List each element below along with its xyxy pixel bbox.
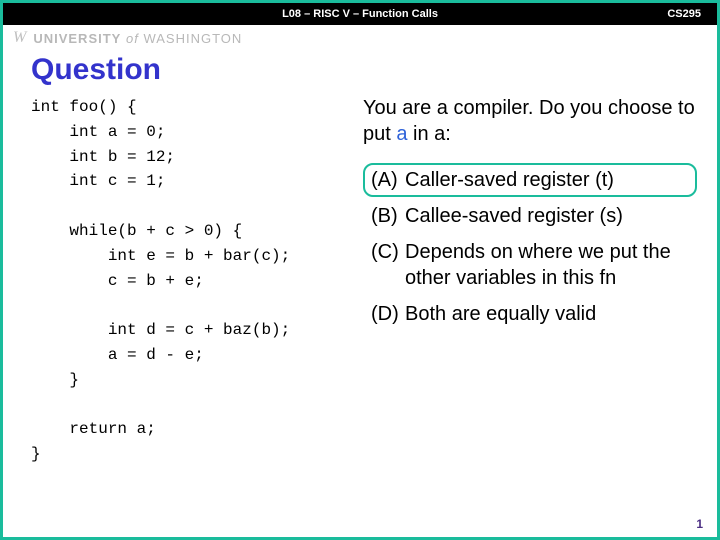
slide-title: Question bbox=[3, 49, 717, 95]
university-header: W UNIVERSITY of WASHINGTON bbox=[3, 25, 717, 49]
option-letter: (C) bbox=[371, 239, 405, 265]
prompt-variable: a bbox=[396, 123, 407, 145]
content-area: int foo() { int a = 0; int b = 12; int c… bbox=[3, 95, 717, 467]
option-text: Depends on where we put the other variab… bbox=[405, 239, 689, 291]
course-code: CS295 bbox=[667, 8, 701, 20]
option-text: Both are equally valid bbox=[405, 301, 689, 327]
option-a[interactable]: (A)Caller-saved register (t) bbox=[363, 163, 697, 197]
option-letter: (B) bbox=[371, 203, 405, 229]
top-bar: L08 – RISC V – Function Calls CS295 bbox=[3, 3, 717, 25]
prompt-post: in a: bbox=[407, 123, 450, 145]
uw-logo-icon: W bbox=[13, 29, 27, 47]
option-text: Caller-saved register (t) bbox=[405, 167, 689, 193]
question-column: You are a compiler. Do you choose to put… bbox=[351, 95, 697, 467]
option-c[interactable]: (C)Depends on where we put the other var… bbox=[363, 235, 697, 295]
option-d[interactable]: (D)Both are equally valid bbox=[363, 297, 697, 331]
slide-container: L08 – RISC V – Function Calls CS295 W UN… bbox=[0, 0, 720, 540]
option-letter: (D) bbox=[371, 301, 405, 327]
university-name: UNIVERSITY of WASHINGTON bbox=[33, 31, 242, 46]
options-list: (A)Caller-saved register (t)(B)Callee-sa… bbox=[363, 163, 697, 331]
lecture-title: L08 – RISC V – Function Calls bbox=[282, 8, 438, 20]
option-letter: (A) bbox=[371, 167, 405, 193]
page-number: 1 bbox=[696, 517, 703, 531]
option-text: Callee-saved register (s) bbox=[405, 203, 689, 229]
question-prompt: You are a compiler. Do you choose to put… bbox=[363, 95, 697, 147]
option-b[interactable]: (B)Callee-saved register (s) bbox=[363, 199, 697, 233]
code-block: int foo() { int a = 0; int b = 12; int c… bbox=[31, 95, 351, 467]
